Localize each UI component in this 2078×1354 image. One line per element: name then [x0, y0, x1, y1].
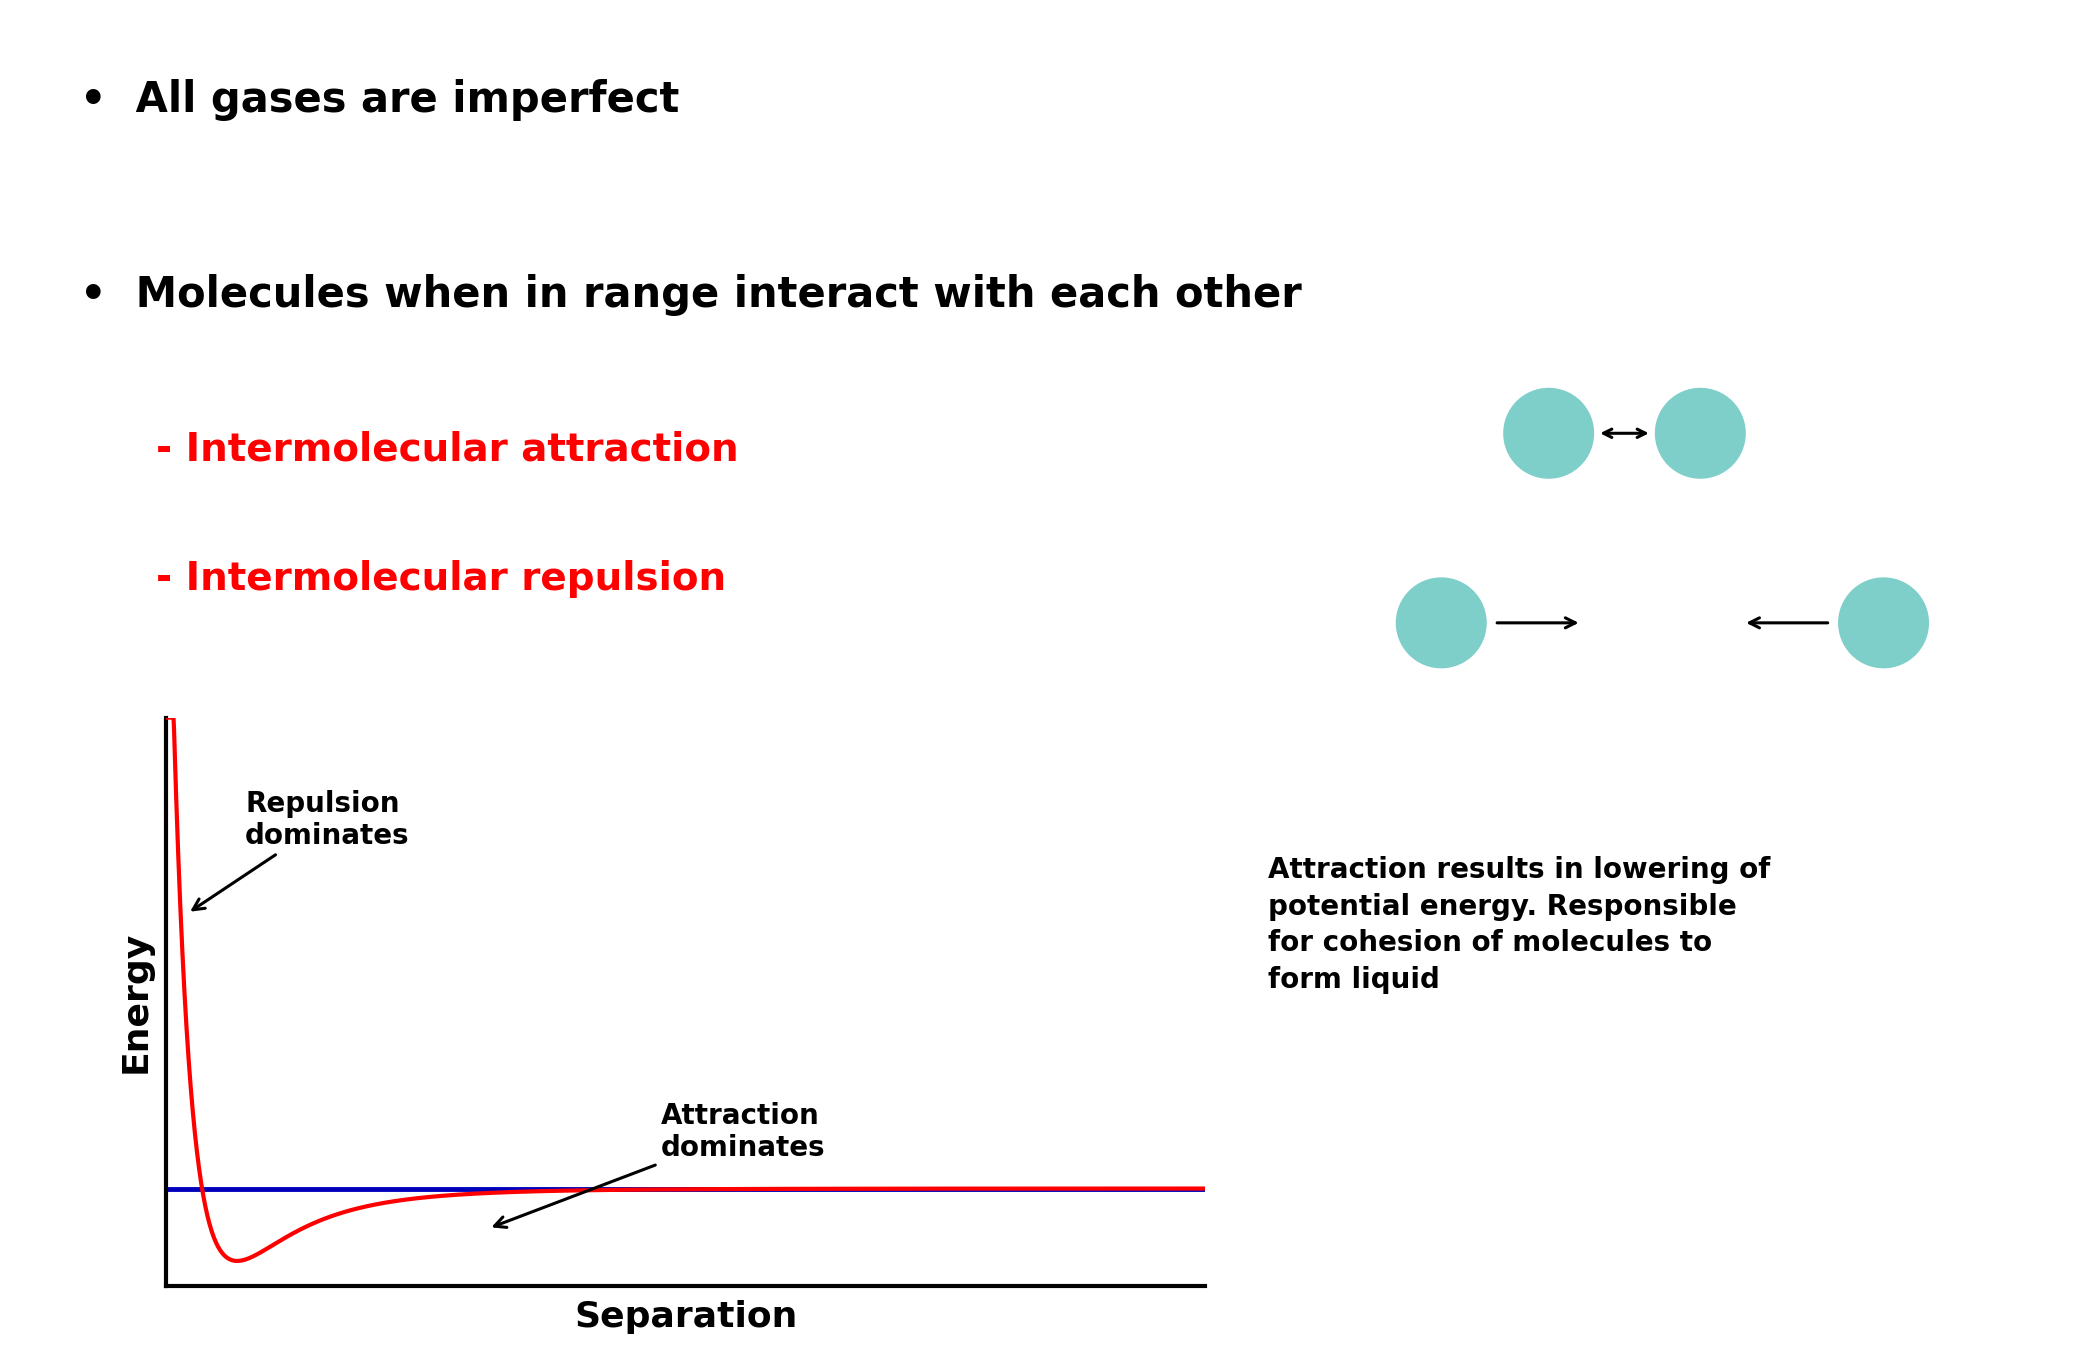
Circle shape: [1396, 577, 1486, 669]
Text: Repulsion
dominates: Repulsion dominates: [193, 791, 409, 910]
Text: - Intermolecular repulsion: - Intermolecular repulsion: [156, 561, 727, 598]
X-axis label: Separation: Separation: [574, 1300, 798, 1334]
Y-axis label: Energy: Energy: [118, 930, 152, 1074]
Circle shape: [1839, 577, 1928, 669]
Text: •  All gases are imperfect: • All gases are imperfect: [79, 79, 680, 121]
Circle shape: [1502, 387, 1594, 479]
Text: Attraction results in lowering of
potential energy. Responsible
for cohesion of : Attraction results in lowering of potent…: [1268, 856, 1770, 994]
Text: Attraction
dominates: Attraction dominates: [495, 1102, 825, 1227]
Text: •  Molecules when in range interact with each other: • Molecules when in range interact with …: [79, 274, 1301, 315]
Circle shape: [1654, 387, 1746, 479]
Text: - Intermolecular attraction: - Intermolecular attraction: [156, 431, 740, 468]
